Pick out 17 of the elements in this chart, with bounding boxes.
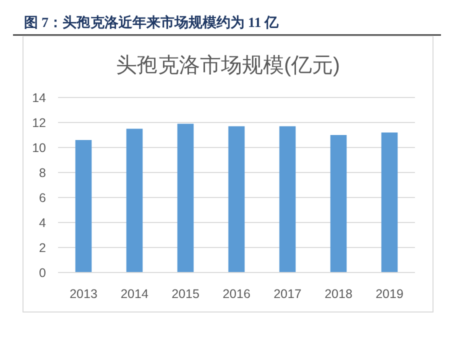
chart-subtitle: 头孢克洛市场规模(亿元) bbox=[116, 54, 340, 77]
x-tick-label: 2016 bbox=[222, 287, 250, 301]
x-tick-label: 2019 bbox=[376, 287, 404, 301]
y-tick-label: 2 bbox=[39, 241, 46, 255]
y-tick-label: 8 bbox=[39, 166, 46, 180]
x-tick-label: 2017 bbox=[274, 287, 302, 301]
y-tick-label: 6 bbox=[39, 191, 46, 205]
y-tick-label: 12 bbox=[32, 116, 46, 130]
x-tick-label: 2018 bbox=[324, 287, 352, 301]
x-tick-label: 2015 bbox=[172, 287, 200, 301]
x-tick-label: 2013 bbox=[70, 287, 98, 301]
x-tick-label: 2014 bbox=[120, 287, 148, 301]
y-tick-label: 0 bbox=[39, 266, 46, 280]
y-tick-label: 4 bbox=[39, 216, 46, 230]
y-tick-label: 10 bbox=[32, 141, 46, 155]
y-tick-label: 14 bbox=[32, 91, 46, 105]
chart-title: 图 7：头孢克洛近年来市场规模约为 11 亿 bbox=[24, 14, 280, 31]
